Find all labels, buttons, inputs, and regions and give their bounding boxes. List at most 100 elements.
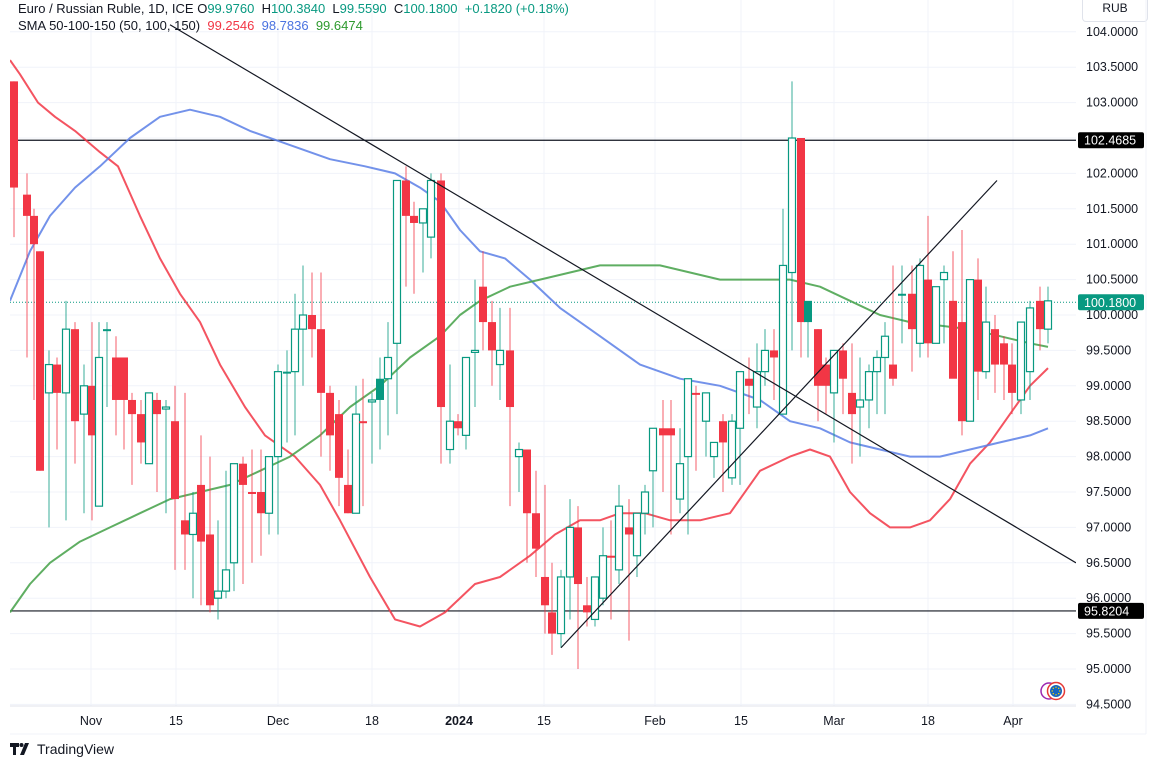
candle-body-up (94, 356, 104, 507)
candle-body-down (53, 364, 61, 393)
sma100-value: 98.7836 (261, 18, 309, 33)
candle-body-up (787, 137, 797, 274)
candle-body-up (752, 371, 762, 408)
price-tick-label: 101.0000 (1086, 237, 1138, 251)
tradingview-logo-icon (10, 743, 29, 755)
price-label-badge (1078, 602, 1144, 619)
close-value: 100.1800 (403, 1, 458, 16)
candle-body-down (197, 484, 205, 542)
candle-body-down (206, 534, 214, 606)
time-tick-label: Apr (1003, 714, 1022, 728)
candle-body-down (23, 194, 31, 216)
candle-body-up (61, 328, 71, 394)
candle-body-down (248, 492, 256, 494)
candle-body-down (908, 293, 916, 330)
candle-body-up (79, 385, 89, 415)
candle-body-up (778, 264, 788, 415)
candle-body-up (383, 356, 393, 380)
candle-body-down (257, 492, 265, 514)
price-label-text: 95.8204 (1084, 604, 1129, 618)
sma-label[interactable]: SMA 50-100-150 (50, 100, 150) (18, 18, 201, 33)
candle-body-up (709, 441, 719, 458)
candle-body-down (532, 513, 540, 549)
candle-body-up (273, 371, 283, 458)
candle-body-down (437, 180, 445, 408)
price-tick-label: 95.5000 (1086, 627, 1131, 641)
candle-body-down (335, 414, 343, 478)
candle-body-up (864, 371, 874, 401)
candle-body-down (839, 350, 847, 379)
candle-body-up (965, 279, 975, 422)
candle-body-down (974, 279, 982, 372)
candle-body-down (88, 385, 96, 436)
candle-body-down (181, 520, 189, 535)
change-value: +0.1820 (+0.18%) (464, 1, 569, 16)
eu-star-icon (1052, 687, 1055, 690)
time-tick-label: Feb (644, 714, 666, 728)
trend-line (560, 180, 998, 649)
candle-body-up (1016, 321, 1026, 401)
price-tick-label: 99.0000 (1086, 379, 1131, 393)
sma150-value: 99.6474 (315, 18, 363, 33)
time-tick-label: 15 (537, 714, 551, 728)
time-tick-label: 18 (365, 714, 379, 728)
candle-body-down (1000, 343, 1008, 365)
candle-body-down (991, 329, 999, 365)
eu-star-icon (1059, 690, 1061, 692)
candle-body-up (445, 420, 455, 451)
sma-row: SMA 50-100-150 (50, 100, 150) 99.2546 98… (18, 17, 569, 34)
candle-body-up (648, 427, 658, 472)
price-tick-label: 100.0000 (1086, 308, 1138, 322)
symbol-title[interactable]: Euro / Russian Ruble, 1D, ICE (18, 1, 194, 16)
candle-body-down (574, 527, 582, 585)
time-tick-label: Dec (267, 714, 289, 728)
candle-body-up (1043, 300, 1053, 330)
candle-body-down (410, 215, 418, 223)
candle-body-up (804, 300, 812, 323)
chart-legend: Euro / Russian Ruble, 1D, ICE O99.9760 H… (18, 0, 569, 34)
candle-body-down (889, 364, 897, 379)
candle-body-up (290, 328, 300, 373)
candle-body-up (981, 321, 991, 373)
candle-body-up (264, 456, 274, 514)
candle-body-down (924, 279, 932, 344)
sma-line (10, 108, 1049, 458)
candle-body-down (523, 449, 531, 514)
candle-body-up (44, 363, 54, 394)
price-tick-label: 98.0000 (1086, 450, 1131, 464)
eu-star-icon (1055, 694, 1057, 696)
candle-body-up (683, 378, 693, 458)
candle-body-down (239, 463, 247, 485)
candle-body-down (112, 357, 120, 400)
candle-body-up (701, 392, 711, 422)
eu-star-icon (1052, 692, 1055, 695)
candle-body-up (735, 371, 745, 429)
candle-body-down (1008, 364, 1016, 393)
price-tick-label: 94.5000 (1086, 697, 1131, 711)
tradingview-branding[interactable]: TradingView (10, 741, 114, 757)
candle-body-up (760, 349, 770, 373)
sma-line (10, 59, 1049, 628)
candle-body-down (479, 286, 487, 323)
price-tick-label: 100.5000 (1086, 273, 1138, 287)
candle-body-up (461, 356, 471, 436)
candle-body-up (161, 406, 171, 410)
candle-body-up (614, 505, 624, 571)
price-tick-label: 96.5000 (1086, 556, 1131, 570)
candle-body-down (848, 392, 856, 415)
price-tick-label: 97.0000 (1086, 520, 1131, 534)
candle-body-down (71, 329, 79, 422)
currency-button[interactable]: RUB (1082, 0, 1148, 22)
time-tick-label: 15 (734, 714, 748, 728)
eu-star-icon (1051, 690, 1053, 692)
candle-body-down (326, 392, 334, 436)
candle-body-down (10, 81, 18, 188)
candle-body-up (598, 555, 608, 599)
trend-line (169, 24, 1076, 564)
candle-body-up (872, 356, 882, 373)
price-tick-label: 95.0000 (1086, 662, 1131, 676)
candle-body-down (607, 555, 615, 558)
candle-body-up (565, 526, 575, 578)
candle-body-up (418, 208, 428, 224)
